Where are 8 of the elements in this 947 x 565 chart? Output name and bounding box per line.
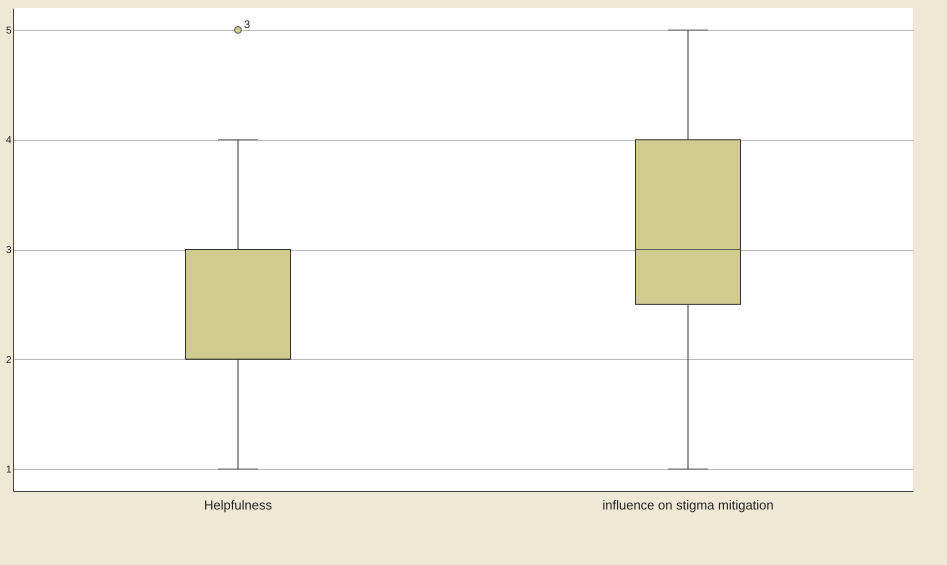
y-tick-label: 5 (6, 25, 12, 36)
annotation: 3 (244, 18, 250, 31)
x-tick-label: Helpfulness (204, 498, 272, 512)
y-tick-label: 4 (6, 135, 12, 146)
y-tick-label: 2 (6, 354, 12, 366)
x-tick-label: influence on stigma mitigation (602, 498, 774, 512)
y-tick-label: 3 (6, 245, 12, 256)
y-tick-label: 1 (6, 464, 12, 476)
